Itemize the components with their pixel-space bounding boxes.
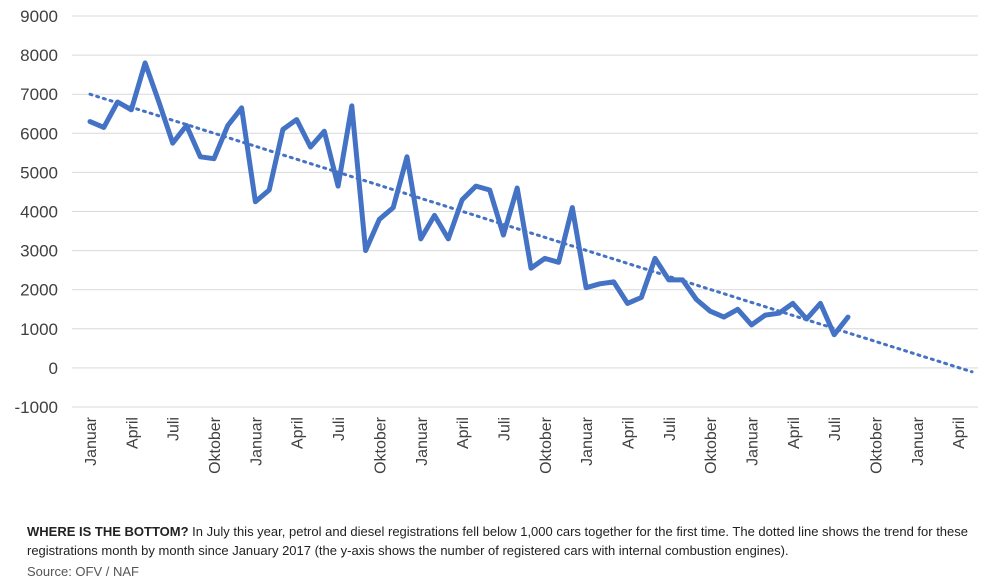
y-tick-label: 1000 <box>20 320 58 339</box>
x-tick-label: Oktober <box>703 416 720 474</box>
y-tick-label: 8000 <box>20 46 58 65</box>
y-tick-label: 3000 <box>20 242 58 261</box>
x-tick-label: Januar <box>414 416 431 466</box>
y-tick-label: 0 <box>49 359 58 378</box>
x-tick-label: Januar <box>248 416 265 466</box>
x-tick-label: April <box>951 417 968 449</box>
trend-line <box>88 92 974 374</box>
x-tick-label: Oktober <box>372 416 389 474</box>
y-tick-label: 4000 <box>20 203 58 222</box>
x-tick-label: Juli <box>166 417 183 441</box>
x-tick-label: Oktober <box>869 416 886 474</box>
line-chart: -1000 0 1000 2000 3000 4000 5000 6000 7000 8000 90… <box>15 7 978 474</box>
x-tick-label: Januar <box>910 416 927 466</box>
caption-headline: WHERE IS THE BOTTOM? <box>27 524 189 539</box>
y-axis-ticks: -1000 0 1000 2000 3000 4000 5000 6000 7000 8000 90… <box>15 7 58 417</box>
x-tick-label: Juli <box>331 417 348 441</box>
x-tick-label: Oktober <box>207 416 224 474</box>
y-tick-label: 5000 <box>20 163 58 182</box>
y-tick-label: 2000 <box>20 281 58 300</box>
x-tick-label: Juli <box>662 417 679 441</box>
series-layer <box>87 60 974 374</box>
x-tick-label: Juli <box>827 417 844 441</box>
x-tick-label: Januar <box>83 416 100 466</box>
y-tick-label: 9000 <box>20 7 58 26</box>
x-tick-label: Januar <box>579 416 596 466</box>
x-tick-label: April <box>620 417 637 449</box>
chart-caption: WHERE IS THE BOTTOM? In July this year, … <box>27 522 977 560</box>
x-tick-label: April <box>124 417 141 449</box>
gridlines <box>72 15 978 408</box>
x-tick-label: Oktober <box>538 416 555 474</box>
y-tick-label: -1000 <box>15 398 58 417</box>
x-tick-label: April <box>290 417 307 449</box>
data-series-line <box>87 60 851 338</box>
y-tick-label: 7000 <box>20 85 58 104</box>
x-tick-label: Juli <box>496 417 513 441</box>
x-tick-label: Januar <box>745 416 762 466</box>
caption-body: In July this year, petrol and diesel reg… <box>27 524 969 558</box>
x-tick-label: April <box>786 417 803 449</box>
source-note: Source: OFV / NAF <box>27 564 139 579</box>
x-axis-ticks: Januar April Juli Oktober Januar April Juli Okt… <box>83 416 968 474</box>
y-tick-label: 6000 <box>20 124 58 143</box>
x-tick-label: April <box>455 417 472 449</box>
